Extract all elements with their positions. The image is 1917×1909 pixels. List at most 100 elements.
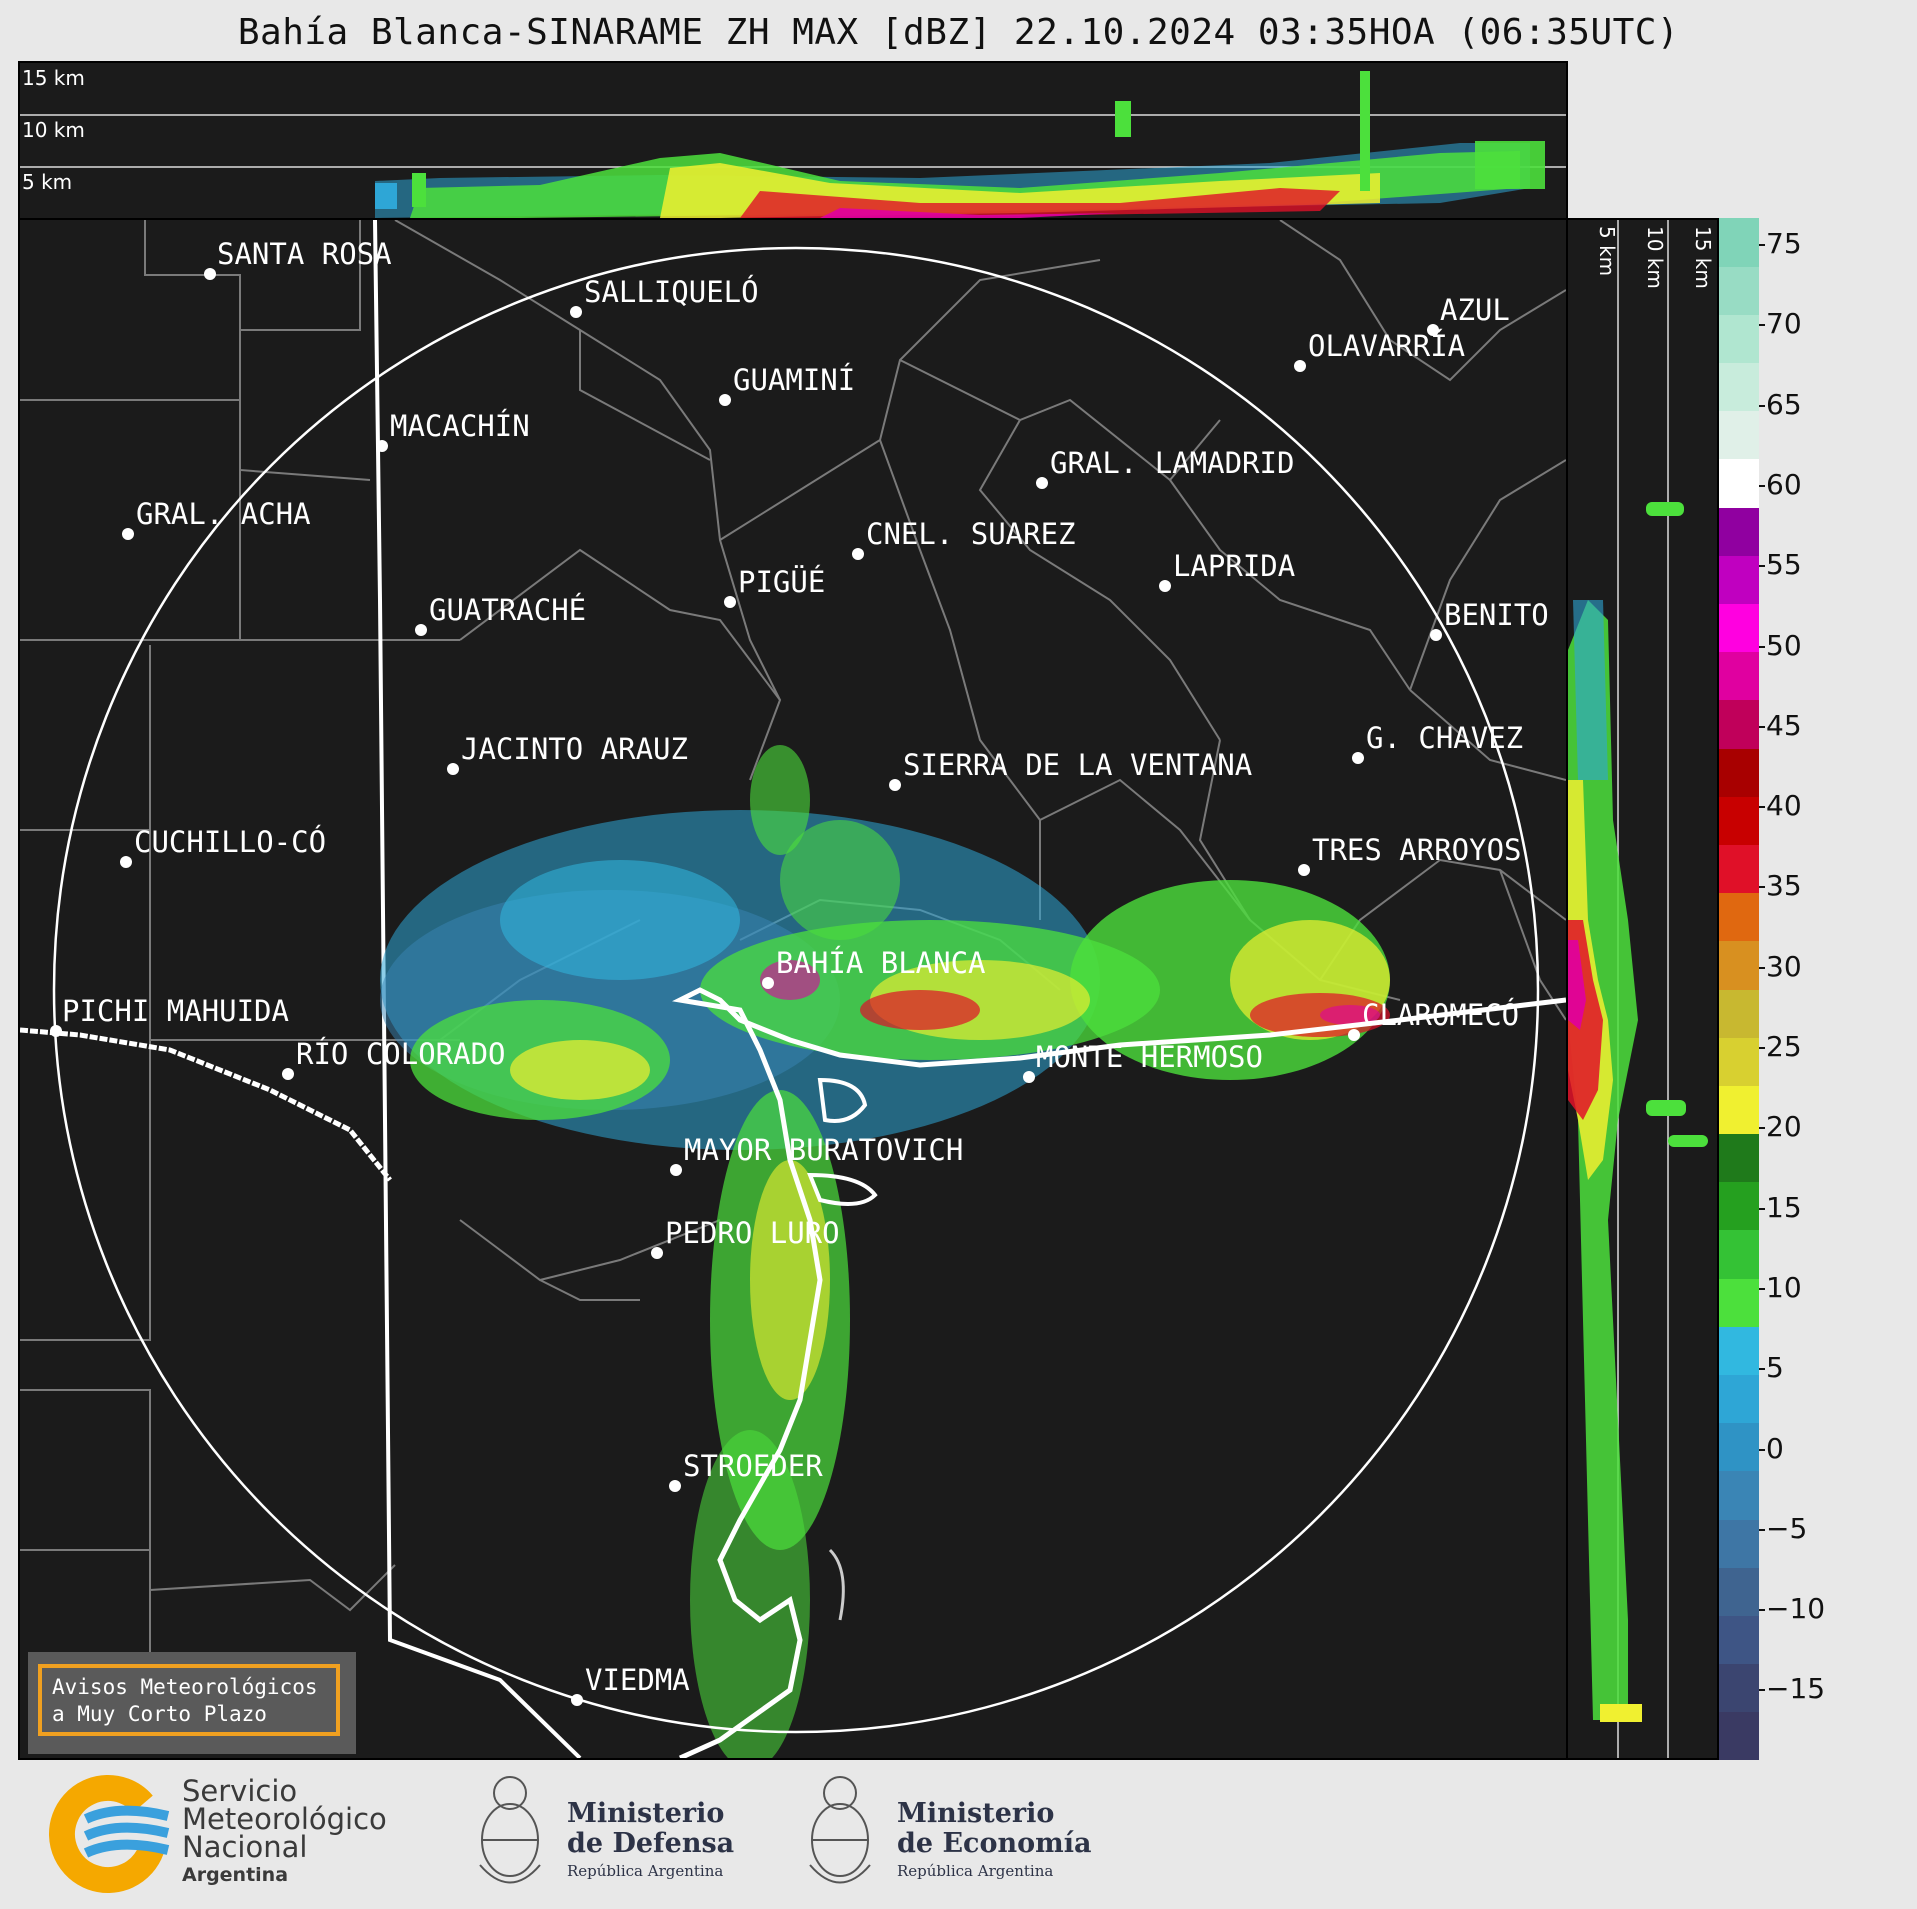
colorbar-tick-label: 15 — [1766, 1190, 1802, 1224]
smn-line2: Meteorológico — [182, 1802, 387, 1836]
place-label-azul: AZUL — [1440, 293, 1510, 327]
place-marker-claromeco — [1348, 1029, 1360, 1041]
radar-range-ring — [52, 246, 1540, 1734]
place-marker-viedma — [571, 1694, 583, 1706]
colorbar-segment — [1719, 1085, 1759, 1135]
colorbar-segment — [1719, 1422, 1759, 1472]
place-marker-salliquelo — [570, 306, 582, 318]
colorbar-segment — [1719, 892, 1759, 942]
colorbar-segment — [1719, 603, 1759, 653]
place-label-salliquelo: SALLIQUELÓ — [584, 275, 759, 309]
rio-colorado-river — [20, 1027, 392, 1182]
colorbar-segment — [1719, 1326, 1759, 1375]
footer: Servicio Meteorológico Nacional Argentin… — [0, 1760, 1917, 1909]
colorbar-tick-mark — [1759, 1047, 1765, 1049]
place-label-guatrache: GUATRACHÉ — [429, 593, 586, 627]
place-marker-mayor-buratovich — [670, 1164, 682, 1176]
colorbar-tick-mark — [1759, 404, 1765, 407]
smn-line3: Nacional — [182, 1830, 308, 1864]
radar-map-panel: SANTA ROSA SALLIQUELÓ GUAMINÍ MACACHÍN A… — [18, 218, 1568, 1760]
colorbar-tick-label: −15 — [1766, 1672, 1826, 1706]
place-marker-santa-rosa — [204, 268, 216, 280]
colorbar-tick-label: 25 — [1766, 1030, 1802, 1063]
colorbar-tick-label: 45 — [1766, 708, 1802, 742]
colorbar-segment — [1719, 410, 1759, 460]
colorbar-segment — [1719, 989, 1759, 1038]
place-label-cuchillo-co: CUCHILLO-CÓ — [134, 825, 326, 859]
radar-map: SANTA ROSA SALLIQUELÓ GUAMINÍ MACACHÍN A… — [20, 220, 1566, 1758]
defensa-line3: República Argentina — [567, 1862, 724, 1880]
place-label-g-chavez: G. CHAVEZ — [1366, 721, 1523, 755]
place-marker-monte-hermoso — [1023, 1071, 1035, 1083]
colorbar-segment — [1719, 1278, 1759, 1327]
economia-line3: República Argentina — [897, 1862, 1054, 1880]
colorbar-tick-label: −10 — [1766, 1592, 1826, 1626]
map-title: Bahía Blanca-SINARAME ZH MAX [dBZ] 22.10… — [237, 12, 1680, 53]
colorbar-tick-mark — [1759, 806, 1765, 809]
place-marker-guatrache — [415, 624, 427, 636]
colorbar-segment — [1719, 796, 1759, 845]
place-label-monte-hermoso: MONTE HERMOSO — [1036, 1040, 1263, 1074]
place-marker-cuchillo-co — [120, 856, 132, 868]
place-marker-stroeder — [669, 1480, 681, 1492]
top-axis-label-15: 15 km — [22, 66, 85, 90]
defensa-coat-of-arms-icon — [479, 1776, 541, 1884]
place-marker-pedro-luro — [651, 1247, 663, 1259]
side-axis-label-5: 5 km — [1595, 226, 1619, 276]
colorbar-tick-label: 0 — [1766, 1431, 1784, 1465]
side-axis-label-10: 10 km — [1643, 226, 1667, 289]
place-marker-macachin — [376, 440, 388, 452]
place-marker-azul — [1427, 324, 1439, 336]
colorbar-tick-mark — [1759, 966, 1765, 969]
colorbar-segment — [1719, 651, 1759, 701]
side-cross-section-panel: 5 km 10 km 15 km — [1566, 218, 1719, 1760]
top-cross-section-plot: 15 km 10 km 5 km — [20, 66, 1566, 218]
place-marker-gral-acha — [122, 528, 134, 540]
place-marker-rio-colorado — [282, 1068, 294, 1080]
place-label-tres-arroyos: TRES ARROYOS — [1312, 833, 1522, 867]
colorbar-tick-mark — [1759, 1448, 1765, 1451]
colorbar-tick-label: 35 — [1766, 869, 1802, 903]
colorbar-tick-mark — [1759, 725, 1765, 728]
place-marker-cnel-suarez — [852, 548, 864, 560]
department-boundaries — [20, 220, 1566, 1740]
place-label-santa-rosa: SANTA ROSA — [217, 237, 392, 271]
colorbar-tick-label: 55 — [1766, 548, 1802, 582]
colorbar-tick-label: 5 — [1766, 1351, 1784, 1385]
colorbar-segment — [1719, 458, 1759, 508]
colorbar-tick-mark — [1759, 1609, 1765, 1612]
colorbar-segment — [1719, 266, 1759, 315]
place-marker-pichi-mahuida — [50, 1025, 62, 1037]
colorbar-tick-mark — [1759, 1528, 1765, 1531]
top-cross-section-panel: 15 km 10 km 5 km — [18, 61, 1568, 220]
colorbar-tick-label: −5 — [1766, 1511, 1808, 1545]
colorbar-segment — [1719, 1615, 1759, 1665]
place-label-pigue: PIGÜÉ — [738, 565, 825, 599]
place-label-pedro-luro: PEDRO LURO — [665, 1216, 840, 1250]
place-label-gral-acha: GRAL. ACHA — [136, 497, 311, 531]
colorbar-tick-mark — [1759, 565, 1765, 568]
place-marker-g-chavez — [1352, 752, 1364, 764]
colorbar-segment — [1719, 1229, 1759, 1279]
colorbar-tick-label: 10 — [1766, 1270, 1802, 1304]
smn-line4: Argentina — [182, 1864, 289, 1886]
colorbar-tick-label: 20 — [1766, 1110, 1802, 1144]
colorbar-tick-mark — [1759, 244, 1765, 246]
colorbar-segment — [1719, 1133, 1759, 1183]
colorbar-tick-label: 75 — [1766, 227, 1802, 260]
place-marker-jacinto-arauz — [447, 763, 459, 775]
colorbar-tick-label: 30 — [1766, 949, 1802, 983]
colorbar-tick-mark — [1759, 324, 1765, 327]
place-label-bahia-blanca: BAHÍA BLANCA — [776, 946, 986, 980]
colorbar-tick-mark — [1759, 1689, 1765, 1692]
place-label-mayor-buratovich: MAYOR BURATOVICH — [684, 1133, 963, 1167]
colorbar-segment — [1719, 1711, 1759, 1761]
smn-line1: Servicio — [182, 1774, 298, 1808]
place-labels: SANTA ROSA SALLIQUELÓ GUAMINÍ MACACHÍN A… — [50, 237, 1549, 1706]
avisos-box: Avisos Meteorológicos a Muy Corto Plazo — [38, 1664, 340, 1736]
place-label-viedma: VIEDMA — [585, 1663, 690, 1697]
colorbar-tick-label: 50 — [1766, 628, 1802, 662]
colorbar-tick-mark — [1759, 1287, 1765, 1290]
place-label-stroeder: STROEDER — [683, 1449, 823, 1483]
place-marker-pigue — [724, 596, 736, 608]
